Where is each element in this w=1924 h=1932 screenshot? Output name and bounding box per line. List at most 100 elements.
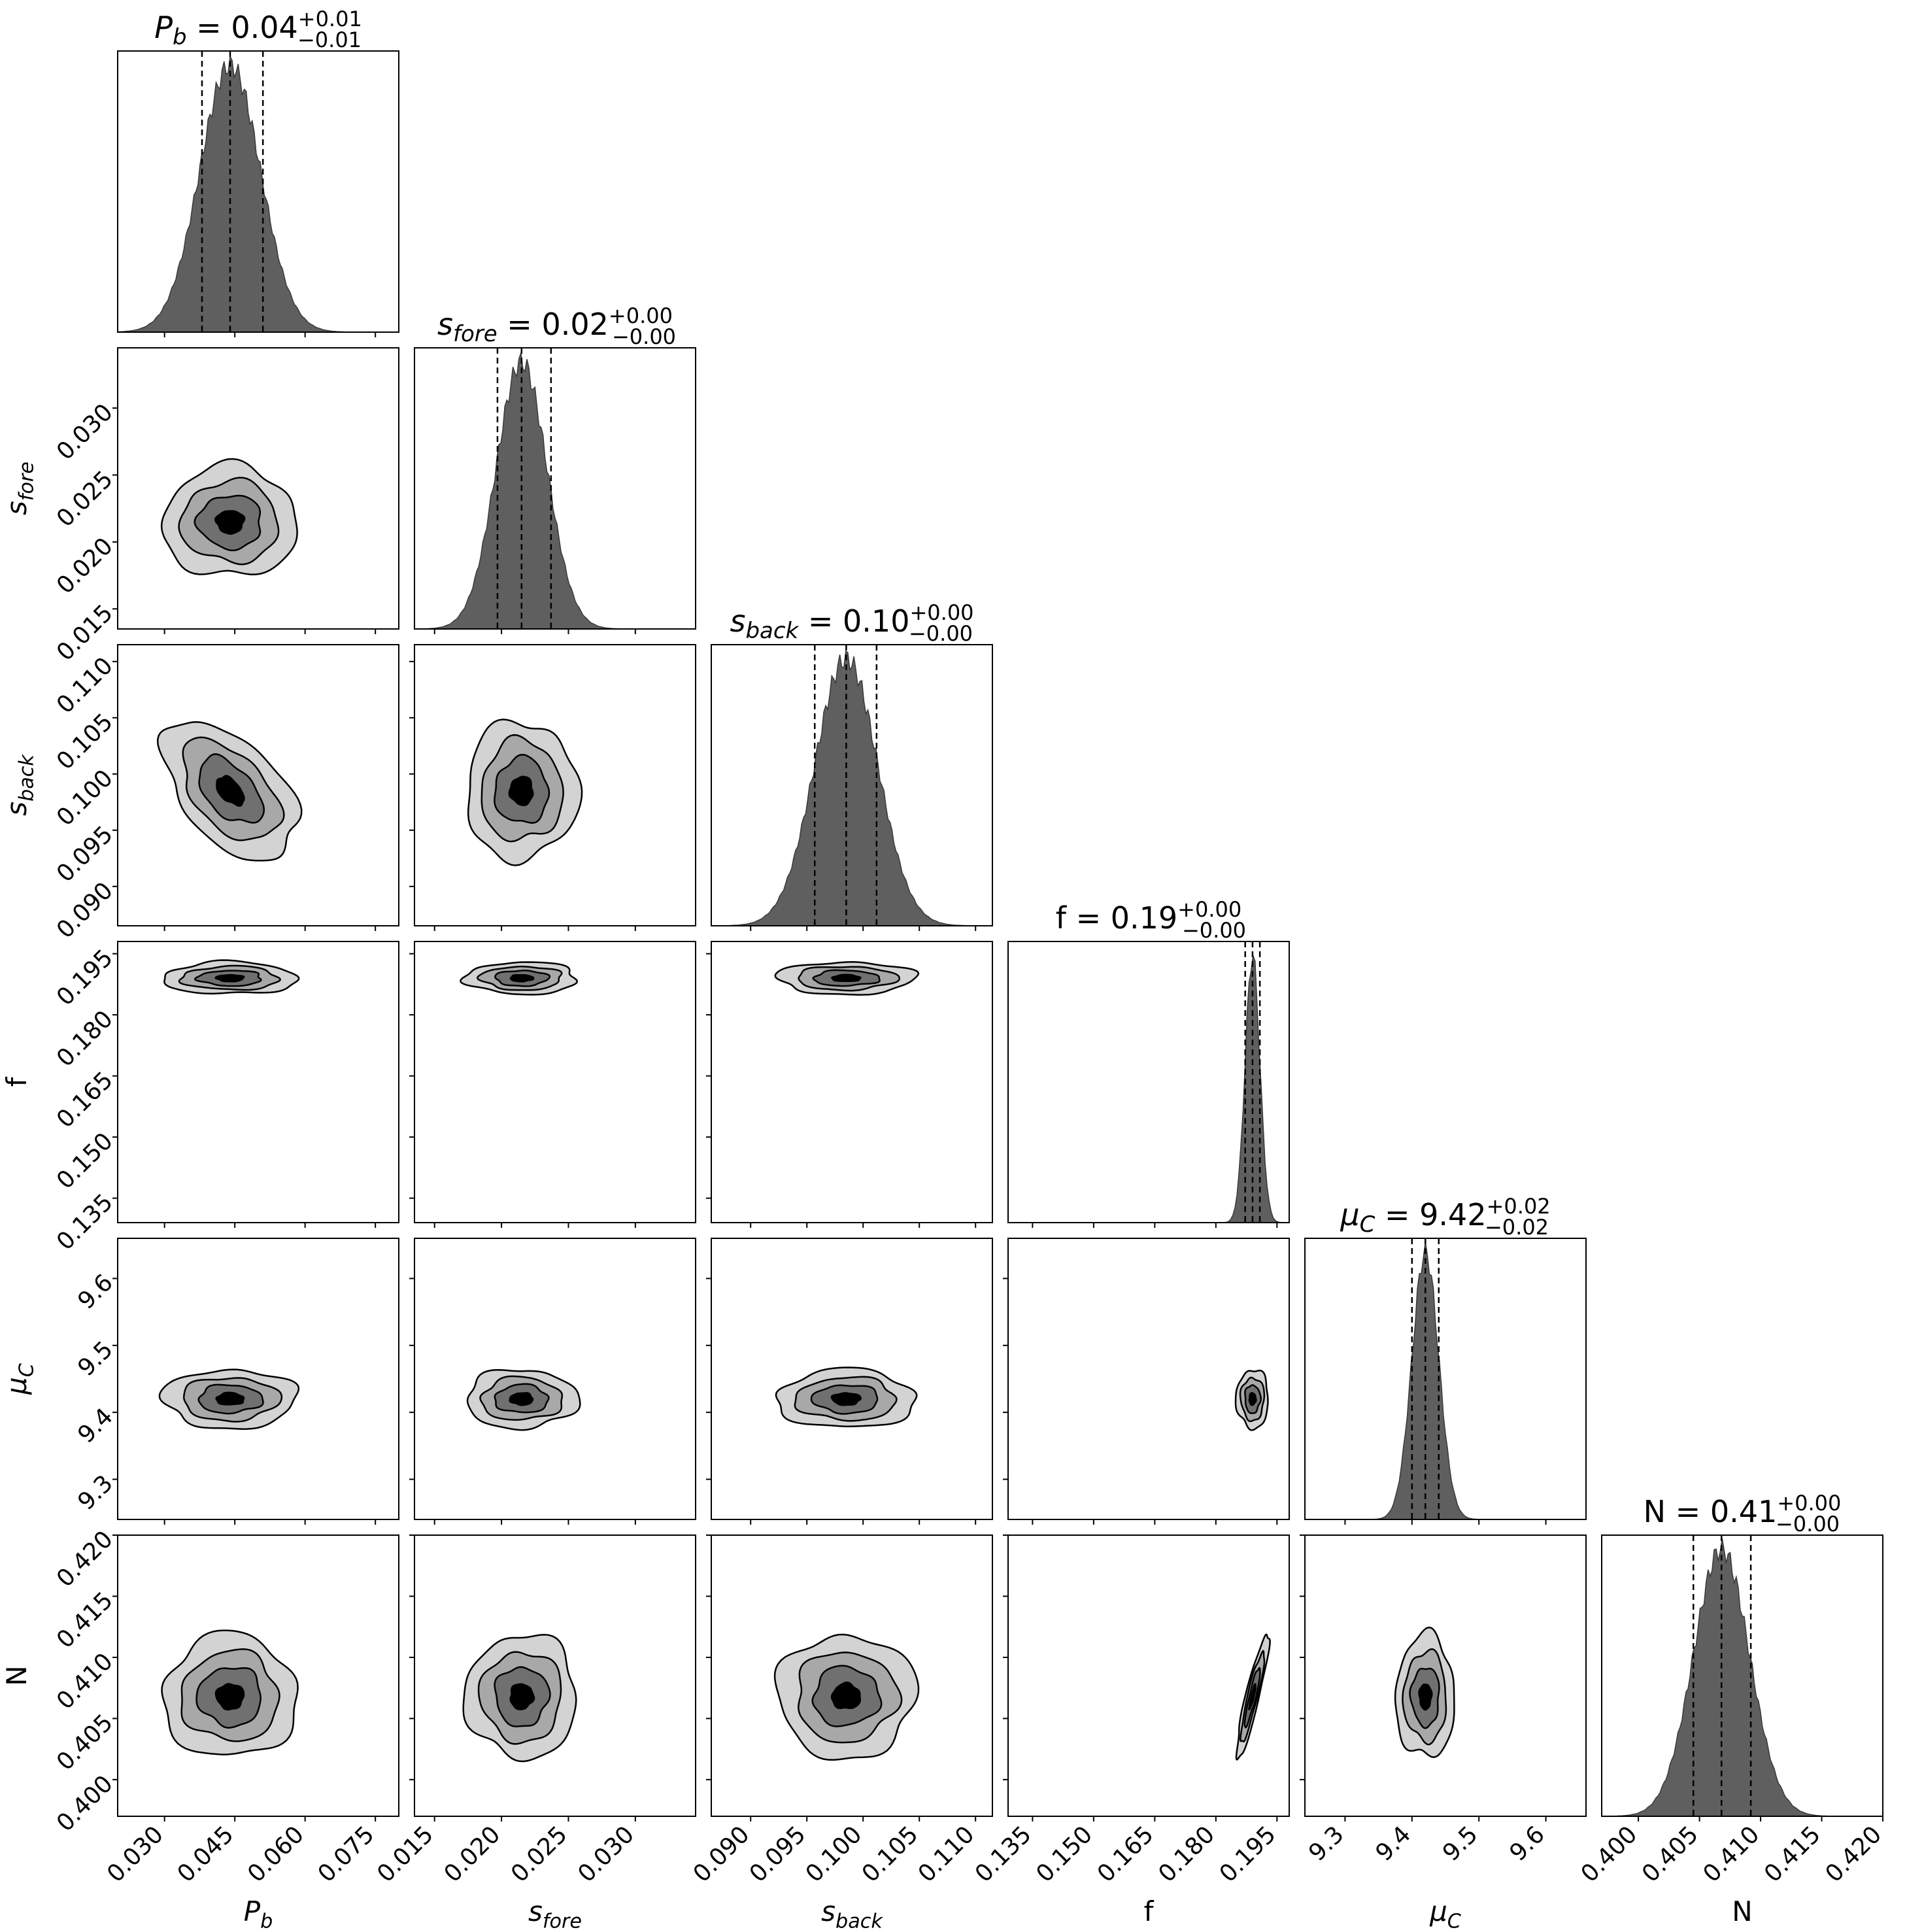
axis-label-subscript: back xyxy=(835,1910,883,1932)
x-tick-label: 9.4 xyxy=(1371,1821,1416,1866)
contour-level-4 xyxy=(1418,1684,1433,1711)
contour-level-4 xyxy=(214,510,246,535)
x-tick-label: 0.100 xyxy=(801,1821,868,1888)
histogram-fill xyxy=(414,352,696,629)
y-tick-label: 0.405 xyxy=(52,1709,118,1776)
title-plus-error: +0.00 xyxy=(909,600,973,625)
x-tick-label: 0.090 xyxy=(688,1821,755,1888)
contour-level-4 xyxy=(509,1683,535,1710)
axis-label-symbol: P xyxy=(244,1895,261,1927)
title-plus-error: +0.00 xyxy=(1177,897,1241,922)
y-tick-label: 0.180 xyxy=(52,1006,118,1072)
x-tick-label: 0.030 xyxy=(573,1821,639,1888)
title-symbol: N xyxy=(1644,1494,1666,1529)
contour-panel-sback-f xyxy=(706,941,993,1228)
panel-frame xyxy=(1007,941,1290,1223)
panel-content xyxy=(1394,1626,1455,1758)
x-axis-label-f: f xyxy=(1144,1895,1155,1927)
y-axis-label-sfore: sfore xyxy=(1,462,39,515)
x-tick-label: 0.195 xyxy=(1215,1821,1281,1888)
histogram-fill xyxy=(1602,1538,1883,1816)
panel-content xyxy=(156,721,303,862)
title-plus-error: +0.00 xyxy=(1777,1491,1841,1516)
histogram-fill xyxy=(118,54,399,332)
histogram-panel-N: N = 0.41+0.00−0.00 0.4000.4050.4100.4150.… xyxy=(1576,1491,1887,1888)
contour-panel-Pb-N: 0.030 0.045 0.060 0.075 0.4000.4050.4100.415… xyxy=(52,1526,399,1888)
y-tick-label: 0.195 xyxy=(52,945,118,1011)
x-axis-label-sback: sback xyxy=(821,1895,883,1932)
histogram-panel-Pb: Pb = 0.04+0.01−0.01 xyxy=(117,7,399,337)
contour-level-4 xyxy=(509,1392,534,1406)
panel-content xyxy=(775,1366,918,1427)
x-tick-label: 0.110 xyxy=(913,1821,980,1888)
panel-frame xyxy=(1304,1534,1587,1817)
panel-frame xyxy=(711,1238,993,1520)
panel-content xyxy=(773,1633,920,1761)
x-tick-label: 0.415 xyxy=(1759,1821,1826,1888)
x-axis-label-N: N xyxy=(1732,1895,1752,1927)
x-tick-label: 0.405 xyxy=(1637,1821,1704,1888)
title-minus-error: −0.00 xyxy=(612,324,676,349)
panel-title: sfore = 0.02+0.00 xyxy=(437,303,673,347)
panel-content xyxy=(163,959,300,995)
panel-frame xyxy=(711,941,993,1223)
contour-level-4 xyxy=(216,775,245,807)
contour-level-4 xyxy=(830,1681,862,1710)
panel-frame xyxy=(414,1238,696,1520)
panel-frame xyxy=(117,50,399,333)
x-tick-label: 9.3 xyxy=(1304,1821,1349,1866)
panel-frame xyxy=(414,644,696,926)
histogram-panel-sfore: sfore = 0.02+0.00−0.00 xyxy=(414,303,696,634)
panel-frame xyxy=(1601,1534,1883,1817)
contour-panel-muC-N: 9.3 9.4 9.5 9.6 xyxy=(1300,1534,1587,1867)
histogram-fill xyxy=(1008,955,1289,1223)
y-axis-label-sback: sback xyxy=(1,754,39,816)
x-tick-label: 0.020 xyxy=(439,1821,506,1888)
axis-label-symbol: N xyxy=(1,1665,33,1686)
y-axis-label-N: N xyxy=(1,1665,33,1686)
x-tick-label: 0.045 xyxy=(173,1821,239,1888)
panel-frame xyxy=(414,347,696,630)
panel-frame xyxy=(117,347,399,630)
panel-title: N = 0.41+0.00 xyxy=(1644,1491,1842,1529)
panel-content xyxy=(1305,1238,1586,1519)
x-tick-label: 0.420 xyxy=(1820,1821,1887,1888)
title-value: = 0.41 xyxy=(1666,1494,1777,1529)
histogram-fill xyxy=(1305,1242,1586,1519)
axis-label-symbol: s xyxy=(821,1895,835,1927)
axis-label-symbol: f xyxy=(1,1076,33,1087)
title-symbol: P xyxy=(154,10,173,45)
panel-frame xyxy=(711,1534,993,1817)
contour-panel-sfore-N: 0.015 0.020 0.025 0.030 xyxy=(372,1534,696,1888)
y-tick-label: 0.110 xyxy=(52,652,118,719)
panel-content xyxy=(711,645,992,926)
panel-content xyxy=(1234,1369,1269,1431)
panel-content xyxy=(158,1368,300,1430)
axis-label-symbol: s xyxy=(528,1895,543,1927)
contour-panel-f-muC xyxy=(1003,1238,1290,1525)
y-tick-label: 0.135 xyxy=(52,1189,118,1255)
panel-frame xyxy=(1007,1534,1290,1817)
title-value: = 0.10 xyxy=(798,603,909,639)
title-value: = 0.19 xyxy=(1066,900,1177,936)
contour-level-4 xyxy=(215,1391,245,1406)
axis-label-subscript: C xyxy=(1447,1910,1461,1932)
contour-level-4 xyxy=(831,974,862,983)
y-tick-label: 0.105 xyxy=(52,709,118,775)
x-tick-label: 9.6 xyxy=(1504,1821,1549,1866)
y-tick-label: 0.415 xyxy=(52,1587,118,1653)
axis-label-subscript: C xyxy=(16,1363,39,1377)
x-tick-label: 0.410 xyxy=(1698,1821,1765,1888)
y-tick-label: 0.025 xyxy=(52,466,118,532)
contour-level-4 xyxy=(1248,1683,1257,1711)
y-tick-label: 0.020 xyxy=(52,533,118,600)
axis-label-symbol: s xyxy=(1,501,33,515)
panel-content xyxy=(459,961,579,996)
histogram-fill xyxy=(711,650,992,926)
axis-label-symbol: μ xyxy=(1,1377,33,1395)
x-tick-label: 0.060 xyxy=(243,1821,309,1888)
